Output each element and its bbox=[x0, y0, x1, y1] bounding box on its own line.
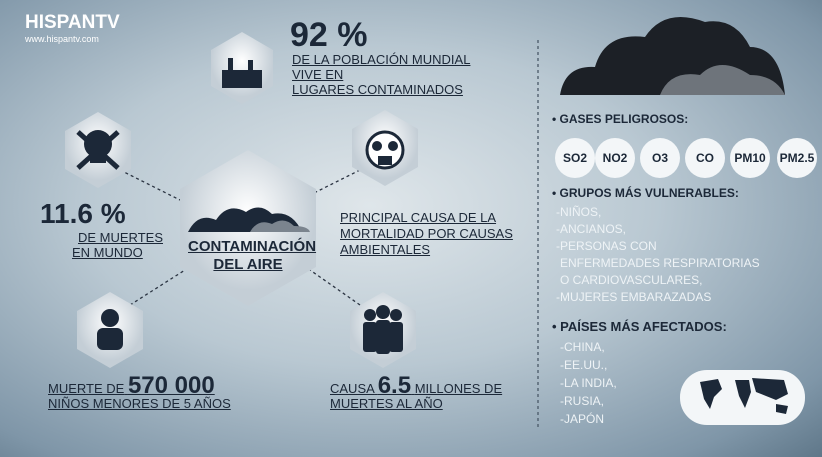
heading-text: GRUPOS MÁS VULNERABLES: bbox=[559, 186, 739, 200]
country-item: -RUSIA, bbox=[560, 394, 605, 408]
cloud bbox=[560, 17, 785, 95]
heading-text: GASES PELIGROSOS: bbox=[559, 112, 689, 126]
gas-label: O3 bbox=[651, 151, 668, 165]
left-stat-value: 11.6 % bbox=[40, 198, 126, 229]
countries-heading: • PAÍSES MÁS AFECTADOS: bbox=[552, 319, 727, 334]
country-item: -CHINA, bbox=[560, 340, 605, 354]
group-item: O CARDIOVASCULARES, bbox=[560, 273, 703, 287]
country-item: -JAPÓN bbox=[560, 412, 605, 426]
deaths-value: 6.5 bbox=[377, 372, 412, 399]
country-item: -LA INDIA, bbox=[560, 376, 617, 390]
country-item: -EE.UU., bbox=[560, 358, 608, 372]
stat-line: LUGARES CONTAMINADOS bbox=[292, 82, 463, 97]
deaths-line: CAUSA 6.5 MILLONES DE bbox=[330, 372, 502, 400]
gas-label: CO bbox=[696, 151, 714, 165]
group-item: ENFERMEDADES RESPIRATORIAS bbox=[560, 256, 760, 270]
world-map bbox=[700, 378, 788, 414]
children-prefix: MUERTE DE bbox=[48, 381, 125, 396]
groups-heading: • GRUPOS MÁS VULNERABLES: bbox=[552, 186, 739, 200]
icons bbox=[76, 58, 405, 354]
deaths-line2: MUERTES AL AÑO bbox=[330, 396, 443, 411]
cause-line: AMBIENTALES bbox=[340, 242, 431, 257]
cause-line: MORTALIDAD POR CAUSAS bbox=[340, 226, 513, 241]
gas-circles bbox=[555, 138, 817, 178]
logo-url: www.hispantv.com bbox=[25, 34, 99, 44]
stat-line: DE LA POBLACIÓN MUNDIAL bbox=[292, 52, 471, 67]
group-item: -MUJERES EMBARAZADAS bbox=[556, 290, 712, 304]
children-line: MUERTE DE 570 000 bbox=[48, 372, 215, 400]
gas-label: SO2 bbox=[562, 151, 587, 165]
center-title: DEL AIRE bbox=[213, 256, 283, 273]
heading-text: PAÍSES MÁS AFECTADOS: bbox=[560, 319, 727, 334]
children-value: 570 000 bbox=[127, 372, 215, 399]
center-title: CONTAMINACIÓN bbox=[188, 238, 317, 255]
group-item: -PERSONAS CON bbox=[556, 239, 657, 253]
left-stat-line: EN MUNDO bbox=[72, 245, 143, 260]
logo-brand: HISPANTV bbox=[25, 12, 120, 33]
gases-heading: • GASES PELIGROSOS: bbox=[552, 112, 689, 126]
connectors bbox=[119, 40, 539, 430]
stat-line: VIVE EN bbox=[292, 67, 344, 82]
stat-value: 92 % bbox=[290, 16, 368, 54]
group-item: -NIÑOS, bbox=[556, 205, 602, 219]
deaths-suffix: MILLONES DE bbox=[414, 381, 503, 396]
gas-label: NO2 bbox=[602, 151, 628, 165]
gas-label: PM2.5 bbox=[779, 151, 815, 165]
deaths-prefix: CAUSA bbox=[330, 381, 375, 396]
children-line2: NIÑOS MENORES DE 5 AÑOS bbox=[48, 396, 231, 411]
cause-line: PRINCIPAL CAUSA DE LA bbox=[340, 210, 497, 225]
left-stat-line: DE MUERTES bbox=[78, 230, 163, 245]
group-item: -ANCIANOS, bbox=[556, 222, 627, 236]
gas-label: PM10 bbox=[734, 151, 766, 165]
